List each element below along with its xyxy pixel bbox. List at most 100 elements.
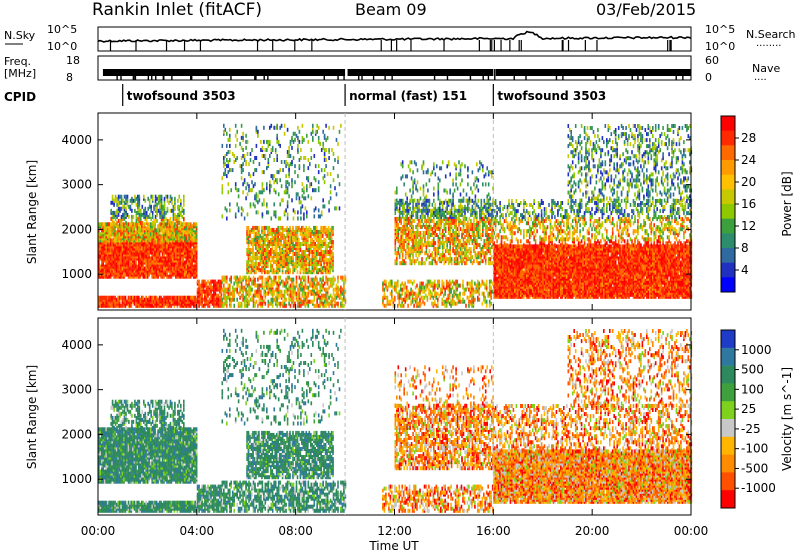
data-cell bbox=[136, 268, 139, 273]
data-cell bbox=[250, 270, 253, 275]
data-cell bbox=[261, 295, 264, 300]
data-cell bbox=[154, 218, 157, 223]
data-cell bbox=[255, 192, 258, 197]
data-cell bbox=[248, 275, 250, 280]
data-cell bbox=[154, 246, 156, 251]
data-cell bbox=[474, 281, 476, 286]
data-cell bbox=[306, 184, 308, 189]
data-cell bbox=[276, 154, 278, 158]
data-cell bbox=[178, 274, 180, 279]
data-cell bbox=[111, 232, 113, 237]
data-cell bbox=[136, 246, 139, 251]
data-cell bbox=[326, 287, 329, 292]
data-cell bbox=[403, 206, 405, 211]
data-cell bbox=[142, 274, 145, 279]
data-cell bbox=[478, 289, 481, 294]
data-cell bbox=[185, 250, 188, 255]
data-cell bbox=[121, 246, 124, 251]
data-cell bbox=[295, 133, 298, 138]
data-cell bbox=[295, 252, 297, 256]
data-cell bbox=[398, 206, 401, 211]
data-cell bbox=[221, 143, 224, 148]
data-cell bbox=[429, 283, 432, 288]
data-cell bbox=[105, 295, 107, 300]
data-cell bbox=[101, 268, 103, 273]
data-cell bbox=[120, 224, 122, 229]
data-cell bbox=[270, 291, 273, 296]
data-cell bbox=[271, 283, 274, 288]
data-cell bbox=[306, 210, 308, 215]
data-cell bbox=[383, 279, 386, 284]
data-cell bbox=[463, 289, 466, 294]
data-cell bbox=[169, 228, 171, 233]
data-cell bbox=[239, 141, 241, 146]
data-cell bbox=[286, 127, 289, 132]
data-cell bbox=[419, 297, 421, 302]
data-cell bbox=[237, 206, 240, 211]
data-cell bbox=[123, 232, 125, 237]
data-cell bbox=[286, 216, 289, 221]
data-cell bbox=[314, 283, 317, 288]
data-cell bbox=[394, 198, 397, 203]
data-cell bbox=[310, 131, 313, 136]
data-cell bbox=[313, 208, 316, 213]
data-cell bbox=[453, 289, 455, 294]
data-cell bbox=[314, 254, 316, 259]
data-cell bbox=[411, 289, 414, 294]
data-cell bbox=[101, 295, 103, 300]
data-cell bbox=[407, 237, 410, 242]
data-cell bbox=[135, 196, 138, 201]
data-cell bbox=[108, 303, 110, 308]
data-cell bbox=[259, 258, 262, 263]
data-cell bbox=[305, 237, 308, 242]
data-cell bbox=[297, 174, 299, 179]
data-cell bbox=[240, 170, 243, 175]
data-cell bbox=[176, 246, 179, 251]
data-cell bbox=[123, 194, 126, 199]
data-cell bbox=[277, 216, 280, 221]
data-cell bbox=[334, 206, 336, 211]
data-cell bbox=[263, 139, 265, 144]
data-cell bbox=[454, 289, 457, 294]
data-cell bbox=[267, 270, 269, 275]
freq-band bbox=[495, 69, 691, 76]
data-cell bbox=[280, 225, 282, 230]
data-cell bbox=[405, 297, 408, 302]
data-cell bbox=[401, 303, 403, 308]
data-cell bbox=[162, 204, 164, 209]
data-cell bbox=[108, 246, 110, 251]
data-cell bbox=[233, 293, 235, 298]
data-cell bbox=[255, 143, 258, 148]
data-cell bbox=[307, 231, 309, 236]
data-cell bbox=[251, 295, 253, 300]
data-cell bbox=[331, 281, 333, 286]
data-cell bbox=[328, 301, 330, 306]
data-cell bbox=[143, 210, 145, 215]
data-cell bbox=[178, 234, 180, 239]
data-cell bbox=[332, 225, 334, 230]
data-cell bbox=[141, 224, 143, 229]
data-cell bbox=[133, 295, 136, 300]
data-cell bbox=[334, 299, 336, 304]
data-cell bbox=[208, 289, 211, 294]
data-cell bbox=[136, 264, 139, 269]
data-cell bbox=[226, 289, 228, 294]
data-cell bbox=[192, 222, 195, 227]
data-cell bbox=[304, 156, 307, 160]
data-cell bbox=[148, 234, 150, 239]
freq-band bbox=[347, 69, 494, 76]
data-cell bbox=[275, 240, 278, 244]
data-cell bbox=[313, 214, 316, 219]
data-cell bbox=[264, 225, 266, 230]
data-cell bbox=[198, 303, 200, 308]
data-cell bbox=[260, 275, 262, 280]
data-cell bbox=[284, 235, 287, 240]
data-cell bbox=[282, 303, 284, 308]
data-cell bbox=[472, 287, 475, 292]
data-cell bbox=[327, 242, 330, 246]
data-cell bbox=[229, 297, 231, 302]
data-cell bbox=[391, 293, 393, 298]
data-cell bbox=[322, 198, 324, 203]
data-cell bbox=[298, 303, 301, 308]
data-cell bbox=[245, 293, 247, 298]
